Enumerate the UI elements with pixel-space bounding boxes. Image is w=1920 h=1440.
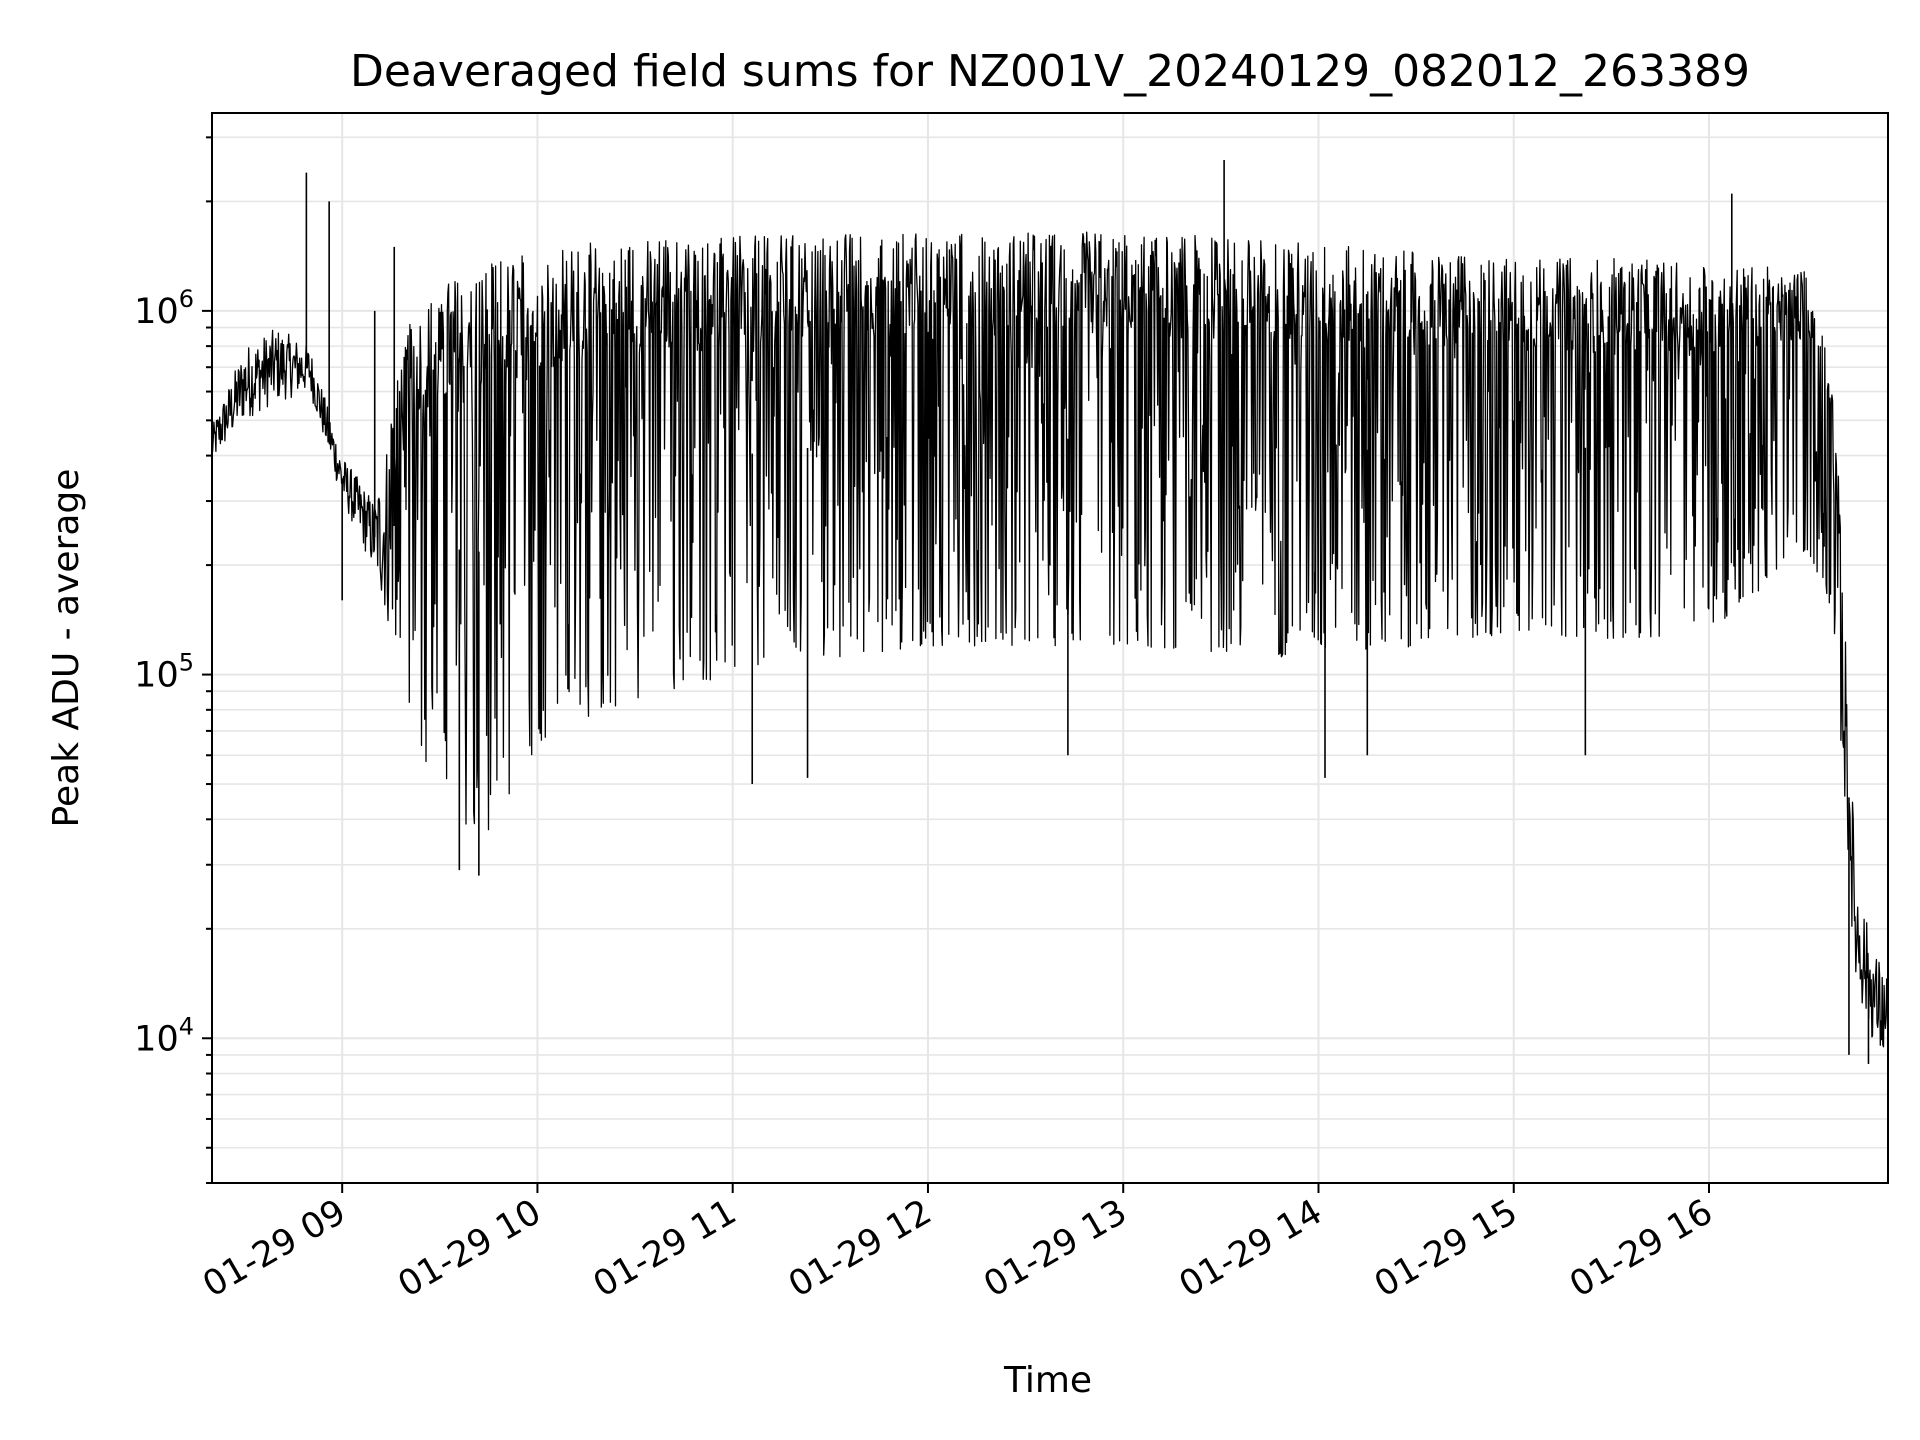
x-axis-label: Time xyxy=(1003,1360,1092,1401)
y-tick-label-base: 10 xyxy=(134,656,179,696)
y-tick-label: 105 xyxy=(134,649,194,696)
data-series xyxy=(211,159,1889,1068)
y-tick-label-exponent: 5 xyxy=(179,649,194,677)
y-tick-label-exponent: 4 xyxy=(179,1012,194,1040)
y-axis-label: Peak ADU - average xyxy=(46,469,87,828)
plot-frame xyxy=(211,112,1889,1184)
y-tick-label-base: 10 xyxy=(134,292,179,332)
y-tick-label-base: 10 xyxy=(134,1019,179,1059)
y-tick-label: 106 xyxy=(134,285,194,332)
y-tick-label: 104 xyxy=(134,1012,194,1059)
chart-title: Deaveraged field sums for NZ001V_2024012… xyxy=(350,46,1750,97)
y-tick-label-exponent: 6 xyxy=(179,285,194,313)
series-line xyxy=(211,231,1889,1068)
